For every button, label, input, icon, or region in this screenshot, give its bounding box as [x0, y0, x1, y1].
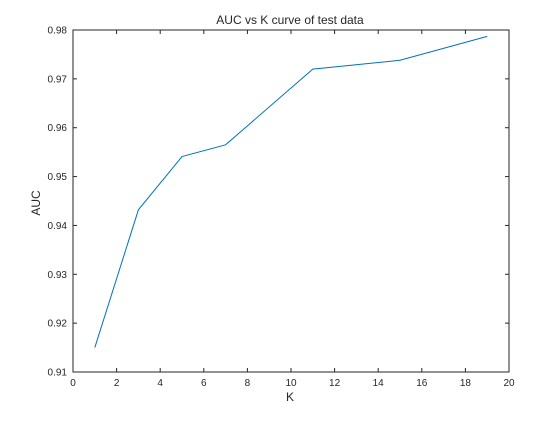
chart-title: AUC vs K curve of test data — [216, 13, 364, 27]
y-tick-label: 0.95 — [48, 172, 68, 183]
y-tick-label: 0.96 — [48, 123, 68, 134]
x-tick-label: 0 — [70, 378, 76, 389]
y-tick-label: 0.92 — [48, 319, 68, 330]
x-tick-label: 18 — [460, 378, 472, 389]
axes: 0 2 4 6 8 10 12 14 16 18 20 0.91 0.92 0.93 0.94 0.95 0.9… — [48, 26, 515, 390]
y-axis-label: AUC — [29, 190, 43, 216]
x-tick-label: 16 — [416, 378, 428, 389]
y-tick-label: 0.91 — [48, 368, 68, 379]
x-tick-label: 20 — [503, 378, 515, 389]
x-tick-label: 2 — [114, 378, 120, 389]
x-tick-label: 8 — [245, 378, 251, 389]
x-tick-label: 10 — [285, 378, 297, 389]
y-tick-label: 0.94 — [48, 221, 68, 232]
plot-frame — [73, 30, 509, 372]
x-tick-label: 4 — [157, 378, 163, 389]
series-line — [95, 36, 487, 347]
x-axis-label: K — [286, 390, 294, 404]
y-tick-label: 0.98 — [48, 26, 68, 37]
y-tick-label: 0.93 — [48, 270, 68, 281]
x-tick-label: 12 — [329, 378, 341, 389]
x-tick-label: 14 — [373, 378, 385, 389]
series-layer — [95, 36, 487, 347]
y-tick-label: 0.97 — [48, 74, 68, 85]
x-tick-label: 6 — [201, 378, 207, 389]
